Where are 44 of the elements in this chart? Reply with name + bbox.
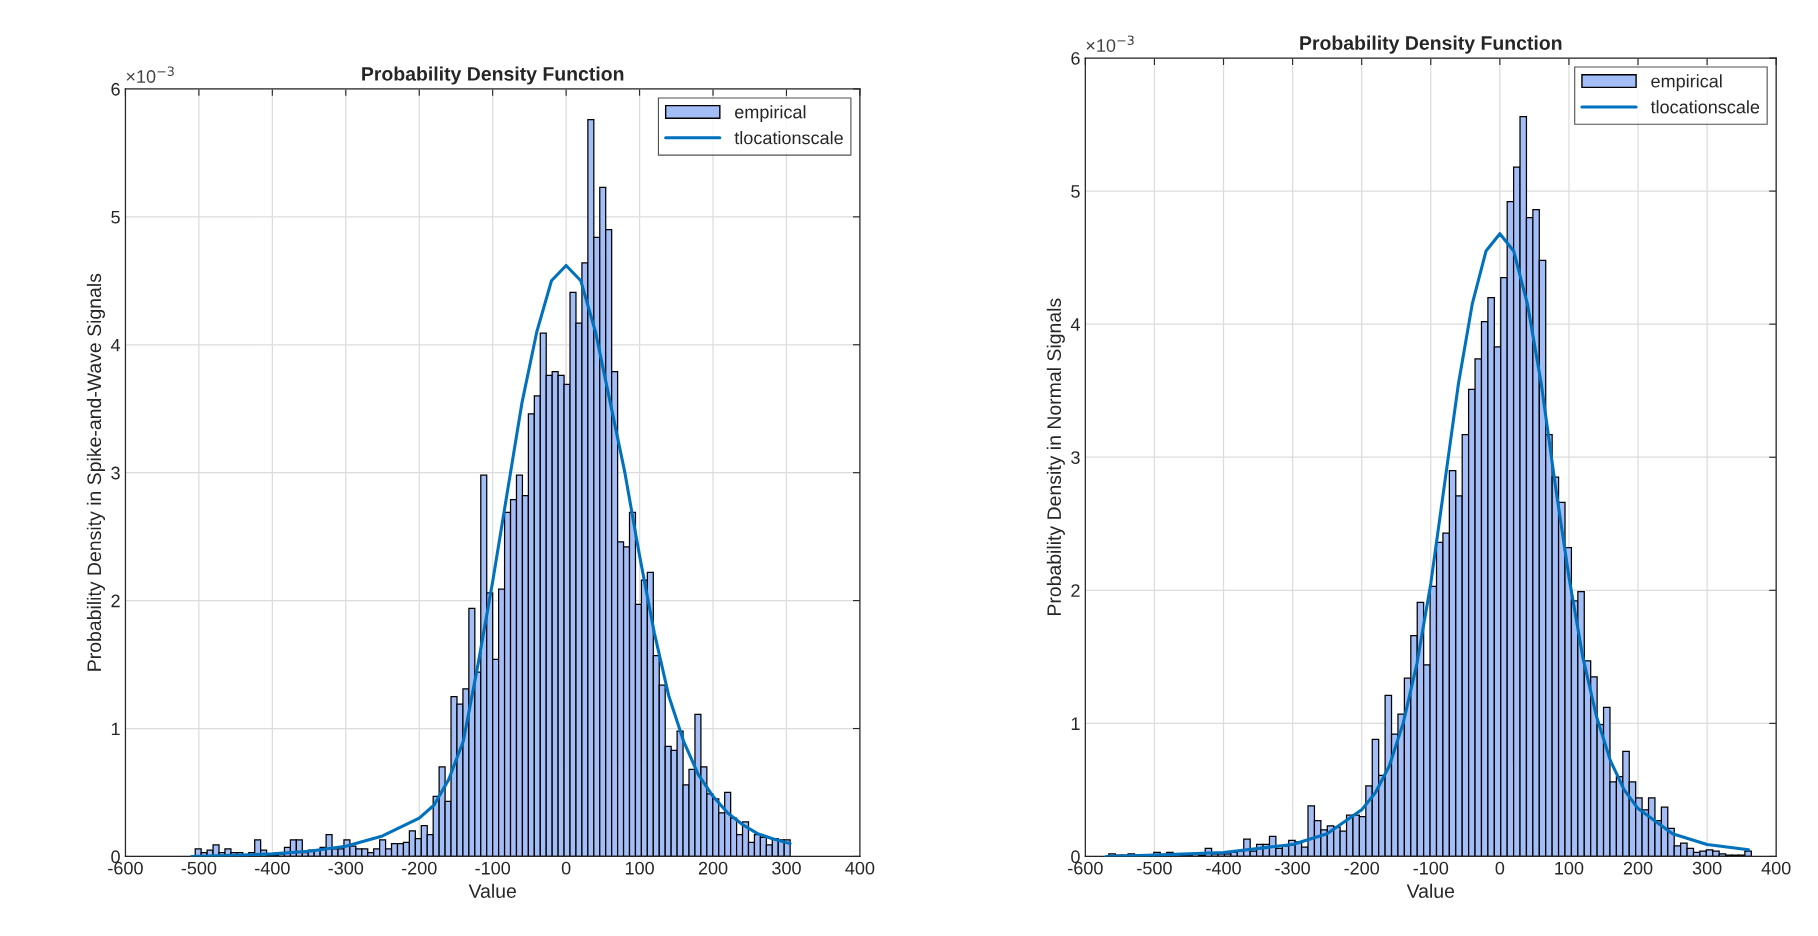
y-tick-label: 1: [111, 722, 120, 736]
x-tick-label: -100: [1413, 861, 1449, 875]
y-axis-title: Probability Density in Normal Signals: [1046, 298, 1065, 616]
x-tick-label: 200: [1623, 861, 1653, 875]
y-tick-label: 2: [1071, 584, 1080, 597]
chart-title: Probability Density Function: [362, 66, 624, 85]
x-tick-label: 300: [772, 861, 801, 875]
x-tick-label: 200: [698, 861, 728, 875]
x-tick-label: 0: [1495, 861, 1505, 875]
legend-label: empirical: [1651, 74, 1722, 92]
y-tick-label: 2: [111, 594, 120, 608]
x-tick-label: 100: [1555, 861, 1584, 875]
legend-label: tlocationscale: [1650, 100, 1760, 114]
x-tick-label: 400: [845, 861, 875, 875]
x-tick-label: 0: [561, 861, 571, 875]
x-tick-label: -300: [1275, 861, 1310, 875]
text: ×10$^{−3}$: [126, 66, 174, 83]
y-tick-label: 3: [1071, 451, 1080, 464]
y-tick-label: 5: [111, 210, 120, 224]
x-axis-title: Value: [468, 883, 516, 898]
x-tick-label: -200: [1344, 861, 1380, 875]
x-tick-label: -100: [475, 861, 511, 875]
x-tick-label: -500: [181, 861, 217, 875]
legend-label: tlocationscale: [734, 131, 843, 145]
x-tick-label: -500: [1137, 861, 1172, 875]
chart-title: Probability Density Function: [1300, 35, 1562, 54]
y-axis-title: Probability Density in Spike-and-Wave Signals: [86, 273, 105, 671]
x-tick-label: 100: [625, 861, 654, 875]
x-tick-label: -400: [255, 861, 290, 875]
y-tick-label: 3: [111, 466, 120, 480]
y-tick-label: 4: [1070, 318, 1080, 331]
x-tick-label: 300: [1692, 861, 1722, 875]
y-tick-label: 5: [1071, 185, 1080, 198]
x-tick-label: -200: [401, 861, 437, 875]
text: ×10$^{−3}$: [1086, 35, 1134, 52]
y-tick-label: 6: [1071, 51, 1080, 65]
x-tick-label: 400: [1761, 861, 1791, 875]
legend-label: empirical: [735, 105, 806, 122]
y-tick-label: 6: [111, 82, 120, 96]
x-tick-label: -300: [328, 861, 364, 875]
x-axis-title: Value: [1406, 883, 1455, 898]
y-tick-label: 4: [110, 338, 121, 352]
y-tick-label: 1: [1071, 717, 1080, 730]
x-tick-label: -400: [1206, 861, 1241, 875]
